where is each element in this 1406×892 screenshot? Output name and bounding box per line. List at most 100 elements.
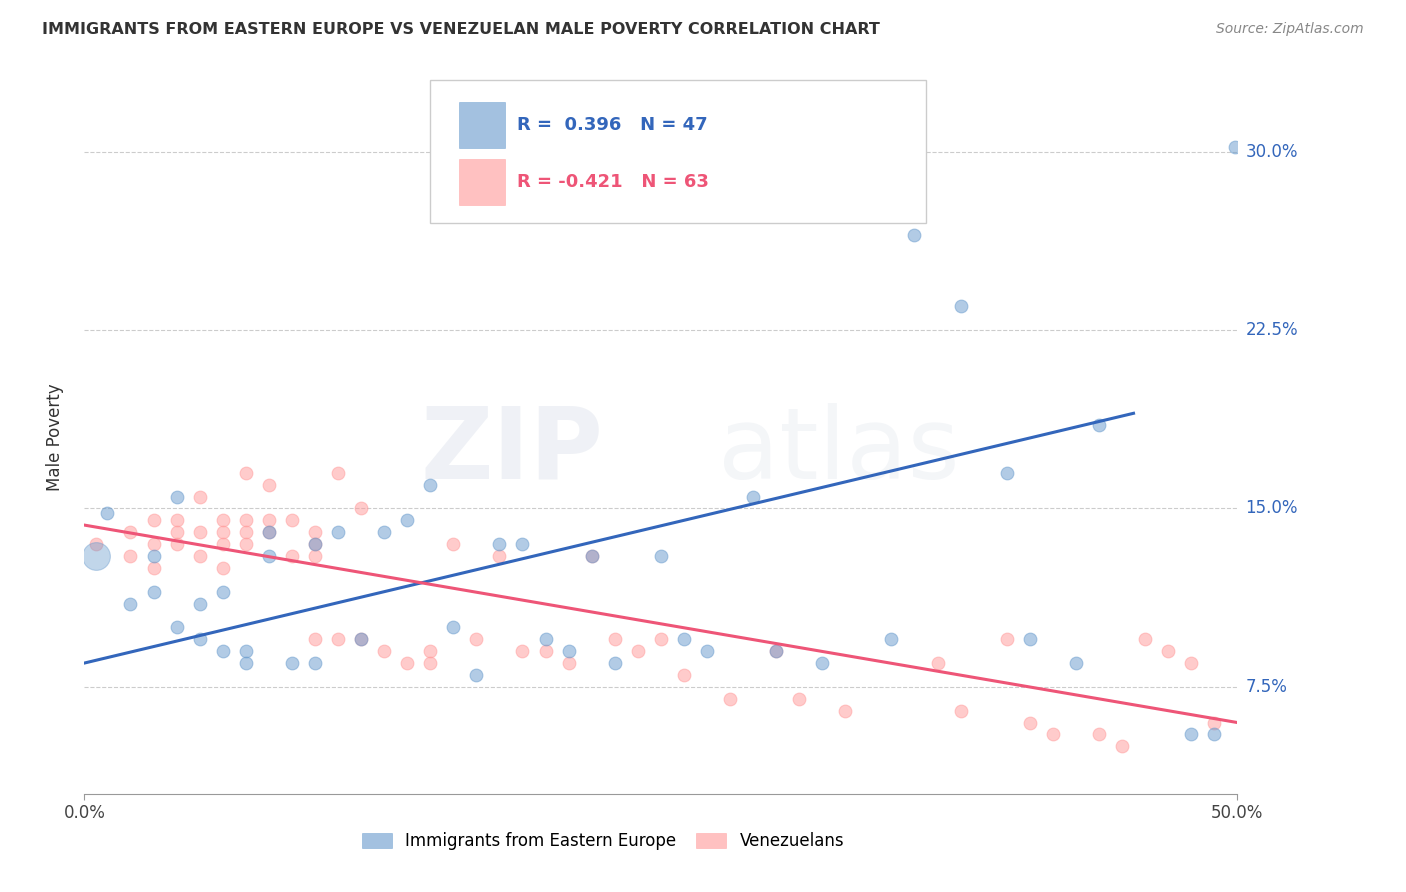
Point — [488, 549, 510, 563]
FancyBboxPatch shape — [460, 159, 505, 205]
Point — [441, 537, 464, 551]
Point — [120, 597, 142, 611]
Point — [534, 644, 557, 658]
Point — [142, 537, 165, 551]
Point — [304, 537, 326, 551]
Point — [211, 537, 233, 551]
Point — [211, 561, 233, 575]
Point — [650, 549, 672, 563]
Y-axis label: Male Poverty: Male Poverty — [45, 384, 63, 491]
Point — [488, 537, 510, 551]
Point — [995, 632, 1018, 647]
Point — [211, 584, 233, 599]
Point — [142, 561, 165, 575]
Point — [1133, 632, 1156, 647]
Point — [1111, 739, 1133, 754]
Point — [188, 549, 211, 563]
Point — [419, 644, 441, 658]
Point — [1157, 644, 1180, 658]
Point — [880, 632, 903, 647]
Point — [281, 656, 304, 670]
Point — [1223, 140, 1246, 154]
Point — [787, 691, 810, 706]
Point — [396, 513, 419, 527]
Point — [350, 501, 373, 516]
Point — [120, 525, 142, 540]
Point — [419, 477, 441, 491]
Point — [235, 525, 257, 540]
Point — [1088, 418, 1111, 433]
Point — [235, 537, 257, 551]
Point — [257, 513, 280, 527]
Point — [281, 513, 304, 527]
Point — [995, 466, 1018, 480]
Point — [188, 490, 211, 504]
Text: Source: ZipAtlas.com: Source: ZipAtlas.com — [1216, 22, 1364, 37]
Point — [557, 644, 579, 658]
Point — [672, 668, 695, 682]
Point — [465, 668, 488, 682]
Point — [304, 525, 326, 540]
Point — [1204, 715, 1226, 730]
Point — [581, 549, 603, 563]
Text: 22.5%: 22.5% — [1246, 321, 1298, 339]
Point — [1204, 727, 1226, 741]
Point — [166, 513, 188, 527]
Point — [326, 525, 349, 540]
Text: 7.5%: 7.5% — [1246, 678, 1288, 696]
Point — [235, 644, 257, 658]
FancyBboxPatch shape — [430, 80, 927, 223]
Point — [211, 513, 233, 527]
Point — [188, 597, 211, 611]
Point — [603, 656, 626, 670]
Point — [949, 704, 972, 718]
Point — [96, 506, 118, 520]
Text: IMMIGRANTS FROM EASTERN EUROPE VS VENEZUELAN MALE POVERTY CORRELATION CHART: IMMIGRANTS FROM EASTERN EUROPE VS VENEZU… — [42, 22, 880, 37]
Text: R = -0.421   N = 63: R = -0.421 N = 63 — [517, 173, 709, 191]
Text: atlas: atlas — [718, 403, 960, 500]
Point — [304, 549, 326, 563]
Point — [304, 537, 326, 551]
Point — [927, 656, 949, 670]
Point — [627, 644, 650, 658]
Text: ZIP: ZIP — [420, 403, 603, 500]
Point — [811, 656, 834, 670]
Point — [166, 537, 188, 551]
Point — [1088, 727, 1111, 741]
Text: R =  0.396   N = 47: R = 0.396 N = 47 — [517, 116, 707, 134]
Point — [350, 632, 373, 647]
FancyBboxPatch shape — [460, 102, 505, 148]
Point — [1042, 727, 1064, 741]
Point — [672, 632, 695, 647]
Point — [419, 656, 441, 670]
Point — [465, 632, 488, 647]
Point — [257, 525, 280, 540]
Point — [304, 656, 326, 670]
Point — [949, 299, 972, 313]
Point — [581, 549, 603, 563]
Point — [534, 632, 557, 647]
Point — [235, 513, 257, 527]
Point — [166, 490, 188, 504]
Point — [188, 525, 211, 540]
Point — [650, 632, 672, 647]
Point — [142, 584, 165, 599]
Point — [512, 644, 534, 658]
Point — [765, 644, 787, 658]
Point — [1018, 715, 1040, 730]
Point — [211, 644, 233, 658]
Point — [350, 632, 373, 647]
Point — [557, 656, 579, 670]
Point — [257, 549, 280, 563]
Text: 30.0%: 30.0% — [1246, 143, 1298, 161]
Point — [742, 490, 765, 504]
Point — [834, 704, 856, 718]
Point — [396, 656, 419, 670]
Legend: Immigrants from Eastern Europe, Venezuelans: Immigrants from Eastern Europe, Venezuel… — [361, 831, 845, 850]
Point — [1064, 656, 1087, 670]
Point — [257, 477, 280, 491]
Point — [326, 632, 349, 647]
Point — [1180, 727, 1202, 741]
Point — [1180, 656, 1202, 670]
Point — [696, 644, 718, 658]
